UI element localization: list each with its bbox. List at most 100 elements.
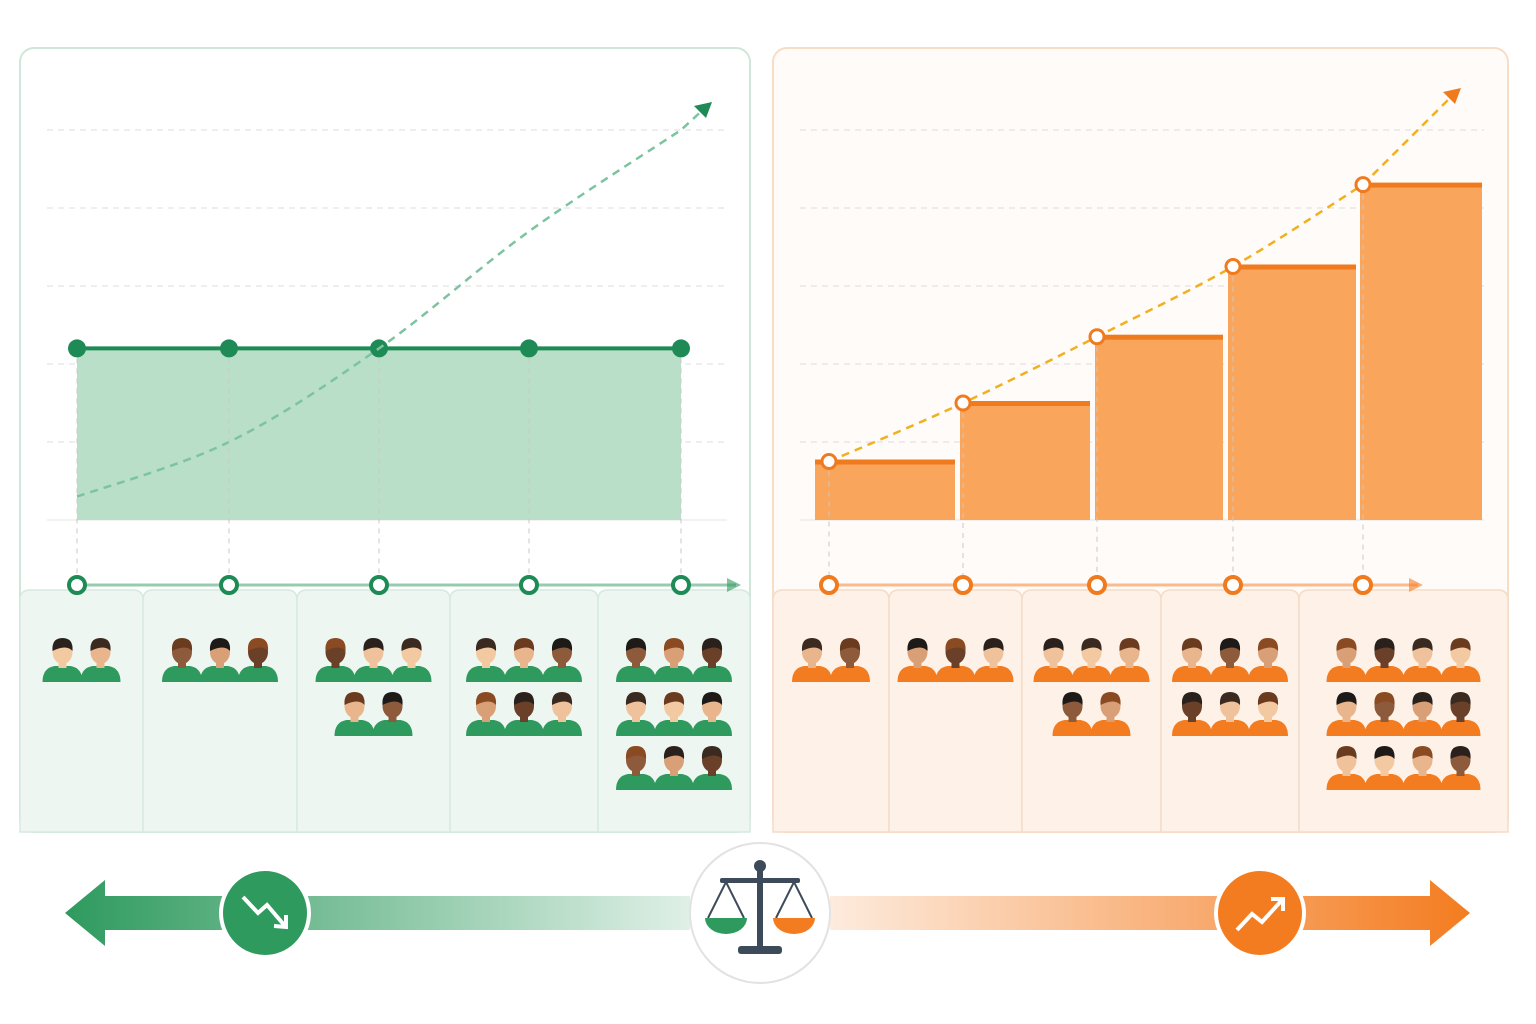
person-hair <box>1450 638 1471 651</box>
person-hair <box>1336 638 1357 651</box>
person-body <box>692 666 732 682</box>
timeline-node <box>369 575 389 595</box>
person-body <box>1052 720 1093 736</box>
up-trend-badge <box>1214 867 1306 959</box>
person-hair <box>625 692 647 705</box>
person-body <box>1172 720 1212 736</box>
person-hair <box>1336 746 1357 759</box>
trend-point <box>1354 176 1372 194</box>
person-hair <box>701 746 723 759</box>
person-body <box>80 666 121 682</box>
up-trend-icon <box>1235 898 1284 932</box>
area <box>77 348 681 520</box>
person-body <box>616 774 656 790</box>
person-body <box>1326 720 1367 736</box>
person-body <box>654 720 694 736</box>
person-hair <box>344 692 365 705</box>
people-group <box>1326 638 1481 790</box>
person-body <box>692 720 732 736</box>
person-hair <box>1100 692 1121 705</box>
person-body <box>466 666 506 682</box>
person-hair <box>52 638 73 651</box>
bar-top <box>960 401 1090 406</box>
person-hair <box>513 692 535 705</box>
person-body <box>1402 666 1443 682</box>
people-group <box>897 638 1014 682</box>
timeline-node <box>819 575 839 595</box>
person-hair <box>1412 692 1433 705</box>
person-hair <box>1450 746 1471 759</box>
person-hair <box>90 638 111 651</box>
person-body <box>1440 666 1481 682</box>
person-hair <box>209 638 231 651</box>
person-hair <box>1181 638 1203 651</box>
person-hair <box>625 638 647 651</box>
people-column <box>772 589 890 833</box>
person-hair <box>1219 638 1241 651</box>
people-group <box>466 638 582 736</box>
people-column <box>142 589 298 833</box>
person-body <box>1326 666 1367 682</box>
person-hair <box>1374 746 1395 759</box>
bar <box>815 461 955 520</box>
timeline-node <box>219 575 239 595</box>
person-hair <box>1374 638 1395 651</box>
person-body <box>372 720 413 736</box>
person-hair <box>1257 638 1279 651</box>
person-body <box>1109 666 1150 682</box>
trend-arrowhead <box>694 102 712 118</box>
person-body <box>391 666 432 682</box>
person-hair <box>1412 746 1433 759</box>
people-group <box>315 638 432 736</box>
person-body <box>654 774 694 790</box>
person-body <box>1402 720 1443 736</box>
people-column <box>296 589 451 833</box>
bar-top <box>1095 334 1223 340</box>
person-hair <box>513 638 535 651</box>
trend-point <box>820 453 838 470</box>
person-body <box>542 720 582 736</box>
point <box>520 339 538 358</box>
person-body <box>973 666 1014 682</box>
person-body <box>792 666 832 682</box>
person-hair <box>1374 692 1395 705</box>
person-hair <box>1336 692 1357 705</box>
person-hair <box>401 638 422 651</box>
person-body <box>830 666 870 682</box>
person-body <box>1248 720 1288 736</box>
person-body <box>1364 666 1405 682</box>
person-body <box>334 720 375 736</box>
point <box>672 339 690 358</box>
people-column <box>1298 589 1509 833</box>
person-hair <box>1081 638 1102 651</box>
timeline-node <box>671 575 691 595</box>
person-hair <box>625 746 647 759</box>
up-trend-icon <box>1271 897 1285 911</box>
person-body <box>1440 720 1481 736</box>
bar-top <box>815 459 955 465</box>
person-body <box>935 666 976 682</box>
people-column <box>19 589 144 833</box>
person-hair <box>1257 692 1279 705</box>
person-body <box>353 666 394 682</box>
timeline-node <box>1353 575 1373 595</box>
person-hair <box>1219 692 1241 705</box>
person-body <box>1071 666 1112 682</box>
right-arrow <box>830 880 1470 946</box>
person-body <box>616 666 656 682</box>
bar-top <box>1228 264 1356 270</box>
people-column <box>1021 589 1162 833</box>
person-hair <box>171 638 193 651</box>
person-body <box>238 666 278 682</box>
person-hair <box>475 692 497 705</box>
bar-top <box>1360 182 1482 188</box>
timeline-node <box>1223 575 1243 595</box>
person-body <box>897 666 938 682</box>
balance-bar <box>65 842 1470 984</box>
person-hair <box>382 692 403 705</box>
person-body <box>1402 774 1443 790</box>
person-hair <box>839 638 861 651</box>
bar <box>960 403 1090 520</box>
person-hair <box>1119 638 1140 651</box>
